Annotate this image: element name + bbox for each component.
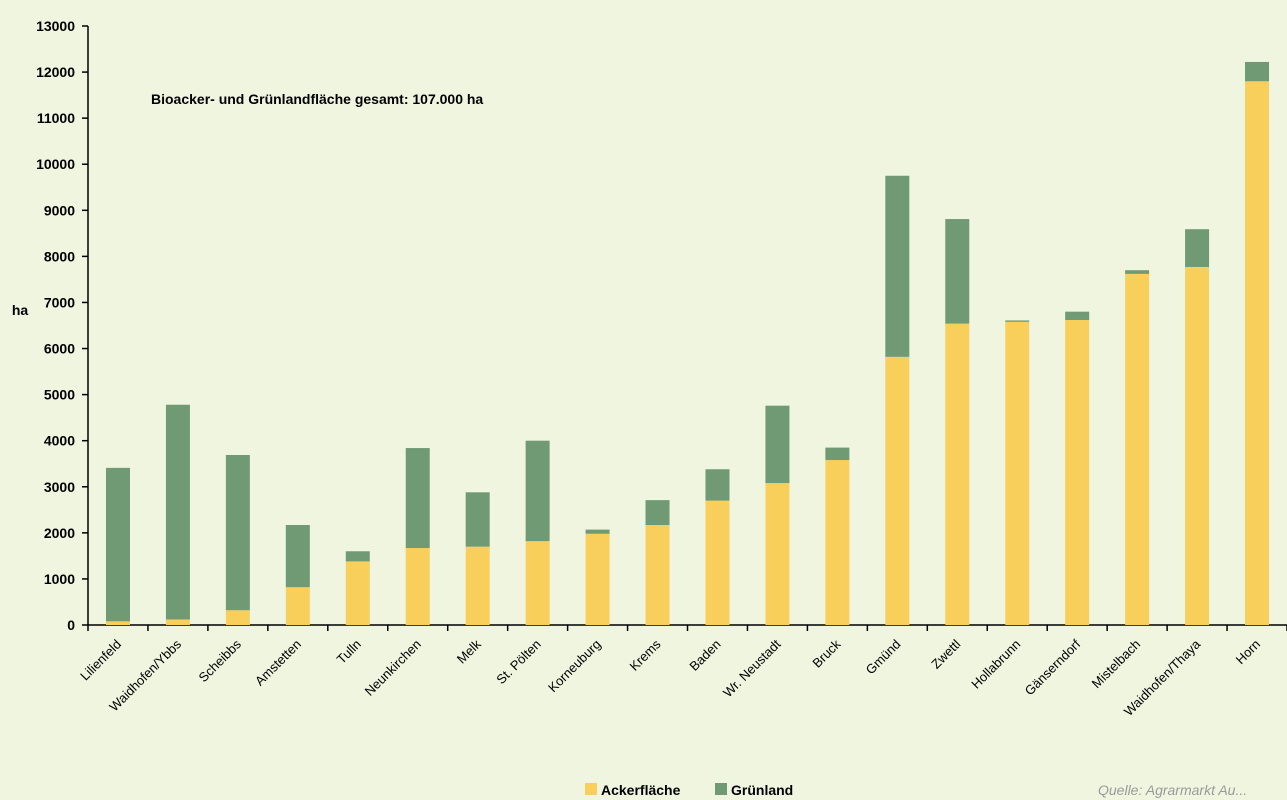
bar-ackerflaeche-tulln (345, 561, 370, 625)
bar-ackerflaeche-neunkirchen (405, 548, 430, 625)
bar-ackerflaeche-scheibbs (225, 610, 250, 625)
bar-gruenland-waidhofen-ybbs (165, 404, 190, 620)
x-tick-label-bruck: Bruck (809, 636, 843, 670)
bar-ackerflaeche-bruck (825, 460, 850, 625)
y-tick-label: 9000 (44, 202, 75, 218)
y-tick-label: 2000 (44, 525, 75, 541)
bar-ackerflaeche-gmuend (885, 356, 910, 625)
y-tick-label: 4000 (44, 433, 75, 449)
bar-gruenland-amstetten (285, 525, 310, 588)
y-tick-label: 1000 (44, 571, 75, 587)
bar-ackerflaeche-waidhofen-ybbs (165, 619, 190, 625)
legend-swatch-gruenland (715, 783, 727, 795)
y-axis-label: ha (12, 302, 29, 318)
x-tick-label-hollabrunn: Hollabrunn (968, 637, 1023, 692)
y-ticks: 0 1000 2000 3000 4000 5000 6000 7000 8000 9000 100… (36, 18, 88, 633)
x-tick-label-scheibbs: Scheibbs (196, 636, 245, 685)
x-tick-label-lilienfeld: Lilienfeld (77, 637, 124, 684)
y-tick-label: 13000 (36, 18, 75, 34)
bar-ackerflaeche-amstetten (285, 587, 310, 625)
bar-ackerflaeche-hollabrunn (1005, 321, 1030, 625)
x-tick-label-neunkirchen: Neunkirchen (362, 637, 424, 699)
y-tick-label: 8000 (44, 248, 75, 264)
bar-gruenland-zwettl (945, 219, 970, 324)
bar-ackerflaeche-wr-neustadt (765, 483, 790, 625)
bar-ackerflaeche-krems (645, 525, 670, 625)
bar-ackerflaeche-melk (465, 546, 490, 625)
bar-gruenland-scheibbs (225, 454, 250, 611)
y-tick-label: 5000 (44, 387, 75, 403)
bar-gruenland-mistelbach (1125, 270, 1150, 274)
bar-gruenland-baden (705, 469, 730, 501)
y-tick-label: 3000 (44, 479, 75, 495)
legend-label-ackerflaeche: Ackerfläche (601, 782, 681, 798)
y-tick-label: 6000 (44, 341, 75, 357)
bar-gruenland-gaenserndorf (1065, 311, 1090, 320)
bar-ackerflaeche-zwettl (945, 323, 970, 625)
legend: Ackerfläche Grünland (585, 782, 793, 798)
bar-gruenland-st-poelten (525, 440, 550, 542)
bar-ackerflaeche-st-poelten (525, 541, 550, 625)
y-tick-label: 11000 (37, 110, 75, 126)
source-note: Quelle: Agrarmarkt Au... (1098, 782, 1247, 798)
bar-ackerflaeche-gaenserndorf (1065, 319, 1090, 625)
y-tick-label: 7000 (44, 294, 75, 310)
bar-gruenland-bruck (825, 447, 850, 461)
y-tick-label: 0 (67, 617, 75, 633)
bar-gruenland-horn (1245, 61, 1270, 82)
bar-gruenland-wr-neustadt (765, 405, 790, 484)
x-tick-label-tulln: Tulln (334, 637, 364, 667)
bar-gruenland-korneuburg (585, 529, 610, 534)
bar-ackerflaeche-mistelbach (1125, 273, 1150, 625)
bar-gruenland-krems (645, 500, 670, 526)
x-tick-label-krems: Krems (626, 636, 664, 674)
bar-gruenland-hollabrunn (1005, 320, 1030, 322)
y-tick-label: 10000 (36, 156, 75, 172)
legend-swatch-ackerflaeche (585, 783, 597, 795)
bar-gruenland-waidhofen-thaya (1185, 229, 1210, 267)
x-tick-label-horn: Horn (1233, 637, 1264, 668)
x-tick-label-korneuburg: Korneuburg (545, 637, 604, 696)
bar-gruenland-lilienfeld (105, 467, 130, 622)
bar-gruenland-tulln (345, 551, 370, 562)
bar-ackerflaeche-baden (705, 500, 730, 625)
x-tick-label-baden: Baden (686, 637, 723, 674)
bar-gruenland-melk (465, 492, 490, 547)
bar-gruenland-gmuend (885, 175, 910, 357)
bar-ackerflaeche-lilienfeld (105, 621, 130, 625)
bar-ackerflaeche-korneuburg (585, 533, 610, 625)
axes (87, 26, 1287, 626)
bar-ackerflaeche-horn (1245, 81, 1270, 626)
x-tick-label-zwettl: Zwettl (928, 636, 963, 671)
bar-gruenland-neunkirchen (405, 448, 430, 549)
total-annotation: Bioacker- und Grünlandfläche gesamt: 107… (151, 91, 483, 107)
x-tick-label-amstetten: Amstetten (252, 637, 304, 689)
bar-ackerflaeche-waidhofen-thaya (1185, 266, 1210, 625)
y-tick-label: 12000 (36, 64, 75, 80)
x-tick-label-gaenserndorf: Gänserndorf (1022, 636, 1084, 698)
bars (105, 61, 1270, 626)
x-tick-label-mistelbach: Mistelbach (1089, 637, 1144, 692)
x-tick-label-gmuend: Gmünd (863, 637, 904, 678)
legend-label-gruenland: Grünland (731, 782, 793, 798)
x-tick-label-wr-neustadt: Wr. Neustadt (720, 636, 784, 700)
x-tick-label-st-poelten: St. Pölten (493, 637, 543, 687)
x-tick-label-melk: Melk (454, 636, 484, 666)
